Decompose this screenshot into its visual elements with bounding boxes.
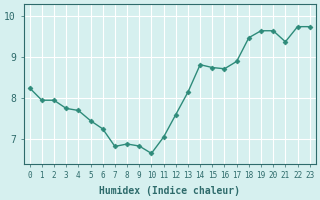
X-axis label: Humidex (Indice chaleur): Humidex (Indice chaleur)	[99, 186, 240, 196]
